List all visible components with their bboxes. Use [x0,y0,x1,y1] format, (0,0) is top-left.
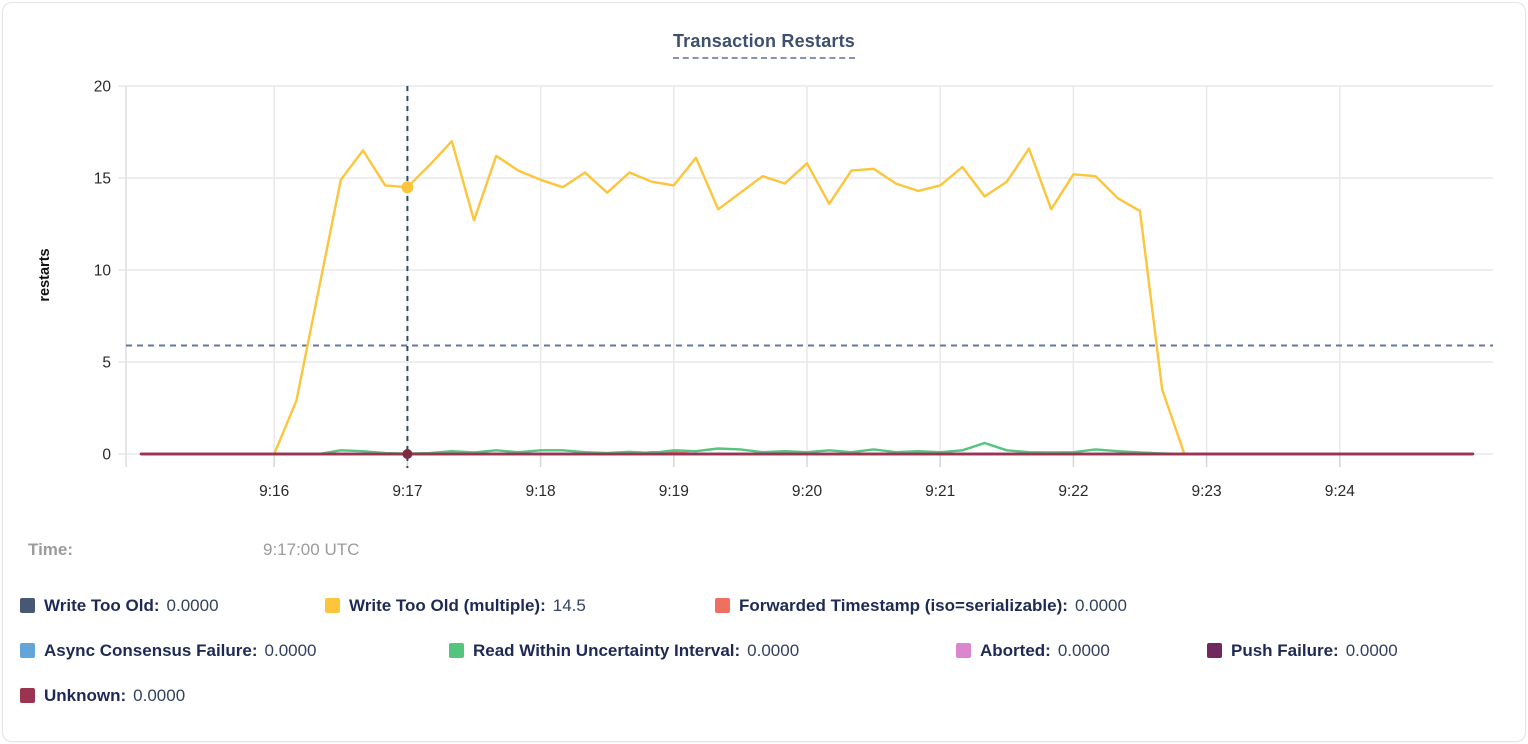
legend-value: 14.5 [552,596,586,615]
svg-text:9:20: 9:20 [792,483,823,500]
svg-text:20: 20 [94,79,112,96]
legend-swatch-aborted [956,643,971,658]
svg-text:9:17: 9:17 [392,483,422,500]
legend-swatch-read-within-uncertainty [449,643,464,658]
svg-text:9:18: 9:18 [526,483,556,500]
legend-item-push-failure[interactable]: Push Failure: 0.0000 [1207,640,1398,661]
svg-text:0: 0 [102,447,111,464]
svg-text:9:22: 9:22 [1058,483,1088,500]
legend-item-aborted[interactable]: Aborted: 0.0000 [956,640,1110,661]
legend-swatch-async-consensus-failure [20,643,35,658]
legend-swatch-write-too-old-multiple [325,598,340,613]
legend-label: Write Too Old (multiple): [349,596,546,615]
svg-text:9:16: 9:16 [259,483,289,500]
legend-label: Read Within Uncertainty Interval: [473,641,741,660]
svg-text:9:23: 9:23 [1192,483,1222,500]
legend-label: Forwarded Timestamp (iso=serializable): [739,596,1068,615]
svg-text:9:19: 9:19 [659,483,689,500]
legend-value: 0.0000 [1074,596,1127,615]
legend-swatch-write-too-old [20,598,35,613]
legend-swatch-unknown [20,688,35,703]
hover-time-label: Time: [28,540,74,559]
legend-value: 0.0000 [133,686,186,705]
legend-value: 0.0000 [166,596,219,615]
legend-item-write-too-old[interactable]: Write Too Old: 0.0000 [20,595,219,616]
hover-time-value: 9:17:00 UTC [263,540,360,559]
chart-title[interactable]: Transaction Restarts [672,31,856,59]
svg-text:restarts: restarts [37,248,53,301]
legend-label: Unknown: [44,686,127,705]
legend-item-read-within-uncertainty[interactable]: Read Within Uncertainty Interval: 0.0000 [449,640,799,661]
chart-header: Transaction Restarts [3,31,1525,59]
legend-item-forwarded-timestamp[interactable]: Forwarded Timestamp (iso=serializable): 0… [715,595,1127,616]
svg-text:9:21: 9:21 [925,483,955,500]
legend-label: Push Failure: [1231,641,1339,660]
svg-text:5: 5 [102,355,111,372]
legend-swatch-forwarded-timestamp [715,598,730,613]
legend-value: 0.0000 [1345,641,1398,660]
legend-value: 0.0000 [264,641,317,660]
legend-item-unknown[interactable]: Unknown: 0.0000 [20,685,185,706]
legend-swatch-push-failure [1207,643,1222,658]
legend-value: 0.0000 [747,641,800,660]
legend-value: 0.0000 [1057,641,1110,660]
hover-time-row: Time: 9:17:00 UTC [28,540,359,560]
legend-label: Aborted: [980,641,1051,660]
svg-text:9:24: 9:24 [1325,483,1356,500]
legend-item-async-consensus-failure[interactable]: Async Consensus Failure: 0.0000 [20,640,317,661]
svg-text:10: 10 [94,263,112,280]
restarts-chart-canvas[interactable]: 0 5 10 15 20 9:16 9:17 9:18 9:19 9:20 9:21 9:22 9:23… [3,61,1526,515]
legend-label: Write Too Old: [44,596,160,615]
legend-label: Async Consensus Failure: [44,641,258,660]
legend-item-write-too-old-multiple[interactable]: Write Too Old (multiple): 14.5 [325,595,586,616]
svg-text:15: 15 [94,171,111,188]
